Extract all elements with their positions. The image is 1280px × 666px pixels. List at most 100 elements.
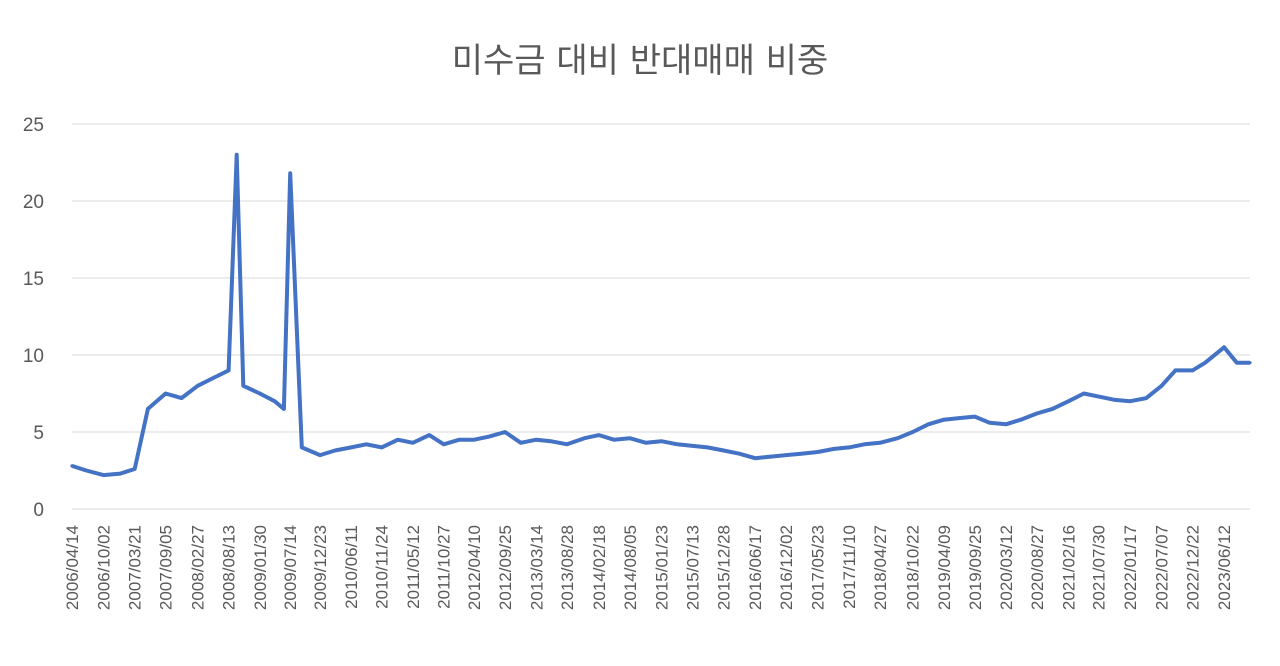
x-tick-label: 2021/02/16 [1060,525,1079,610]
x-tick-label: 2007/09/05 [157,525,176,610]
series-line-0 [71,152,1250,478]
x-tick-label: 2013/08/28 [558,525,577,610]
series-layer [70,152,1252,478]
x-tick-label: 2015/01/23 [652,525,671,610]
x-tick-label: 2022/01/17 [1121,525,1140,610]
data-point [847,445,851,449]
x-tick-label: 2018/04/27 [871,525,890,610]
data-point [211,376,215,380]
data-point [196,384,200,388]
data-point [1082,391,1086,396]
x-tick-label: 2020/08/27 [1028,525,1047,610]
x-tick-label: 2020/03/12 [997,525,1016,610]
data-point [582,436,587,440]
data-point [1004,422,1008,426]
data-point [1050,407,1054,411]
x-tick-label: 2019/09/25 [966,525,985,610]
data-point [1112,398,1116,402]
x-tick-label: 2007/03/21 [126,525,145,610]
x-tick-label: 2019/04/09 [935,525,954,610]
x-tick-label: 2008/02/27 [189,525,208,610]
data-point [227,368,231,372]
data-point [457,438,461,442]
y-tick-label: 0 [33,500,44,521]
data-point [1173,368,1177,372]
x-tick-label: 2006/10/02 [94,525,113,610]
x-tick-label: 2013/03/14 [527,525,546,610]
data-point [282,407,286,411]
data-point [519,441,523,445]
x-tick-label: 2016/06/17 [746,525,765,610]
data-point [659,439,663,443]
chart-title: 미수금 대비 반대매매 비중 [452,41,829,81]
x-tick-label: 2010/06/11 [342,525,361,609]
x-tick-label: 2008/08/13 [220,525,239,610]
data-point [1190,368,1195,372]
x-tick-label: 2011/05/12 [404,525,423,609]
gridlines [72,123,1250,510]
data-point [628,436,632,440]
data-point [70,464,74,468]
data-point [442,442,446,446]
data-point [973,415,977,419]
data-point [349,445,353,449]
data-point [675,442,679,446]
x-tick-label: 2016/12/02 [777,525,796,610]
data-point [235,153,239,157]
data-point [146,407,150,411]
y-tick-label: 15 [23,269,44,290]
data-point [288,171,292,175]
y-tick-label: 5 [33,423,44,444]
data-point [396,438,400,442]
data-point [926,422,930,426]
data-point [1222,345,1226,349]
x-tick-label: 2012/04/10 [465,525,484,610]
data-point [534,438,538,442]
data-point [769,455,773,459]
data-point [164,391,168,396]
data-point [549,439,553,443]
y-tick-label: 25 [23,115,44,136]
x-tick-label: 2011/10/27 [435,525,454,609]
x-axis-ticks: 2006/04/14 2006/10/02 2007/03/21 2007/09/05… [63,525,1234,610]
data-point [784,453,788,457]
x-tick-label: 2022/07/07 [1153,525,1172,610]
data-point [1235,361,1239,365]
data-point [1248,361,1252,365]
data-point [1067,399,1071,403]
data-point [816,450,820,454]
y-tick-label: 10 [23,346,44,367]
data-point [1203,361,1207,365]
data-point [300,445,304,449]
data-point [1097,395,1101,399]
data-point [503,430,507,434]
data-point [318,453,322,457]
data-point [691,444,695,448]
data-point [273,399,277,403]
x-tick-label: 2018/10/22 [904,525,923,610]
data-point [1019,418,1023,422]
x-tick-label: 2015/12/28 [715,525,734,610]
data-point [118,472,122,476]
x-tick-label: 2023/06/12 [1215,525,1234,610]
data-point [179,396,184,400]
data-point [565,442,569,446]
data-point [427,433,431,437]
data-point [101,473,105,477]
x-tick-label: 2014/08/05 [621,525,640,610]
data-point [1160,384,1164,388]
data-point [380,445,384,449]
data-point [597,433,601,437]
data-point [800,452,805,456]
x-tick-label: 2017/11/10 [840,525,859,609]
data-point [333,448,337,453]
data-point [737,452,741,456]
data-point [896,436,900,440]
x-tick-label: 2017/05/23 [809,525,828,610]
data-point [612,438,616,442]
data-point [988,421,992,425]
data-point [878,441,882,445]
data-point [942,418,946,422]
data-point [84,468,88,473]
